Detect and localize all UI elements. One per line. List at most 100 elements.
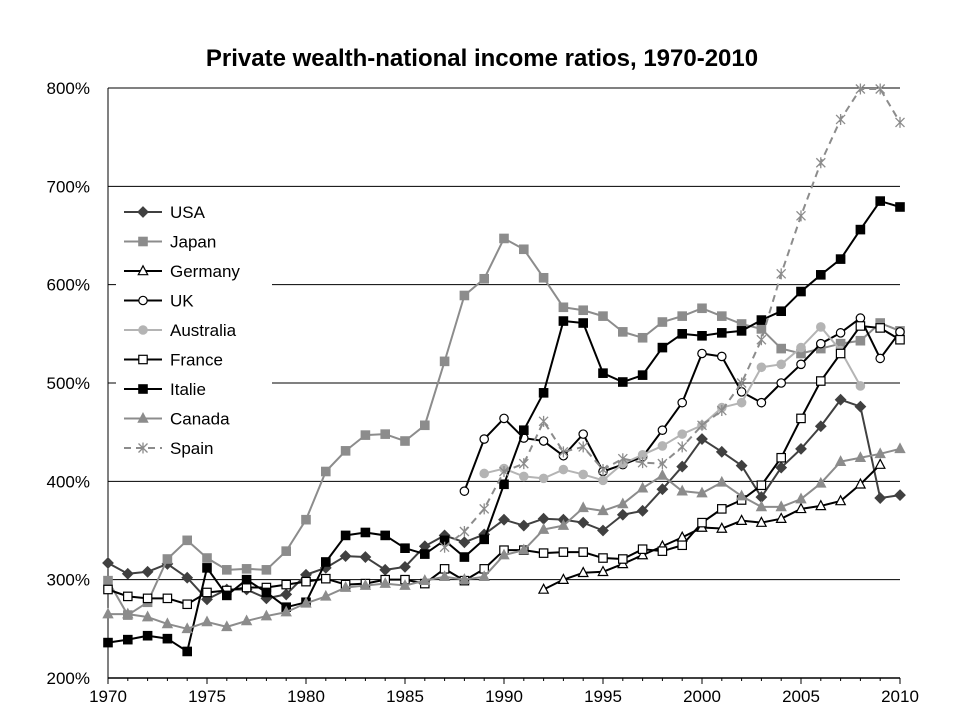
y-tick-label: 200% bbox=[47, 669, 90, 688]
legend-item-spain: Spain bbox=[124, 439, 213, 458]
data-point bbox=[855, 83, 866, 95]
data-point bbox=[182, 599, 192, 610]
legend-marker bbox=[138, 236, 148, 247]
x-tick-label: 1975 bbox=[188, 687, 226, 706]
data-point bbox=[617, 327, 628, 337]
legend-marker bbox=[137, 206, 149, 218]
data-point bbox=[420, 549, 430, 559]
data-point bbox=[875, 83, 886, 95]
data-point bbox=[359, 551, 372, 563]
data-point bbox=[697, 348, 707, 359]
data-point bbox=[875, 353, 885, 364]
data-point bbox=[637, 457, 648, 469]
data-point bbox=[677, 540, 687, 551]
data-point bbox=[835, 328, 846, 338]
series-france bbox=[103, 321, 905, 610]
legend-marker bbox=[137, 412, 149, 423]
data-point bbox=[656, 468, 669, 480]
data-point bbox=[677, 441, 688, 453]
data-point bbox=[517, 519, 530, 532]
data-point bbox=[181, 622, 193, 634]
data-point bbox=[102, 557, 114, 569]
data-point bbox=[855, 224, 866, 235]
data-point bbox=[162, 554, 173, 564]
data-point bbox=[795, 442, 807, 455]
data-point bbox=[459, 552, 470, 562]
data-point bbox=[161, 617, 174, 629]
data-point bbox=[498, 548, 510, 560]
data-point bbox=[578, 429, 588, 439]
x-tick-label: 1990 bbox=[485, 687, 523, 706]
legend-item-usa: USA bbox=[124, 203, 206, 222]
data-point bbox=[815, 499, 827, 511]
data-point bbox=[677, 429, 687, 439]
data-point bbox=[479, 434, 489, 444]
x-axis-ticks: 1970 1975 1980 1985 1990 1995 2000 2005 2010 bbox=[89, 678, 919, 706]
data-point bbox=[895, 334, 905, 345]
data-point bbox=[102, 607, 114, 619]
data-point bbox=[221, 620, 233, 632]
series-italie bbox=[103, 196, 905, 657]
data-point bbox=[636, 548, 649, 560]
data-point bbox=[201, 593, 213, 606]
data-point bbox=[855, 335, 866, 346]
data-point bbox=[598, 553, 608, 563]
data-point bbox=[716, 328, 727, 338]
data-point bbox=[241, 574, 252, 585]
data-point bbox=[518, 543, 530, 555]
legend: USA Japan Germany UK Australia France Italie Ca… bbox=[116, 196, 272, 468]
legend-label: Germany bbox=[170, 262, 240, 281]
data-point bbox=[894, 442, 906, 454]
data-point bbox=[736, 387, 747, 397]
data-point bbox=[142, 630, 153, 641]
legend-marker bbox=[138, 295, 148, 306]
data-point bbox=[814, 420, 827, 433]
data-point bbox=[616, 508, 629, 521]
data-point bbox=[537, 512, 550, 525]
legend-marker bbox=[138, 384, 148, 394]
data-point bbox=[776, 378, 786, 388]
data-point bbox=[598, 311, 608, 321]
data-point bbox=[577, 566, 589, 578]
x-tick-label: 1995 bbox=[584, 687, 622, 706]
data-point bbox=[677, 311, 687, 321]
data-point bbox=[776, 452, 786, 463]
data-point bbox=[479, 534, 489, 545]
data-point bbox=[578, 441, 589, 453]
data-point bbox=[735, 459, 748, 472]
legend-label: Canada bbox=[170, 410, 230, 429]
data-point bbox=[261, 565, 272, 575]
data-point bbox=[776, 268, 787, 280]
data-point bbox=[815, 376, 826, 386]
data-point bbox=[518, 458, 529, 470]
data-point bbox=[202, 553, 212, 563]
data-point bbox=[776, 343, 786, 354]
data-point bbox=[815, 322, 826, 332]
data-point bbox=[637, 332, 648, 343]
data-point bbox=[617, 497, 629, 509]
data-point bbox=[756, 480, 767, 491]
data-point bbox=[677, 329, 687, 339]
data-point bbox=[854, 477, 867, 489]
legend-label: USA bbox=[170, 203, 206, 222]
x-tick-label: 2005 bbox=[782, 687, 820, 706]
data-point bbox=[400, 436, 410, 446]
data-point bbox=[103, 584, 113, 595]
data-point bbox=[855, 321, 866, 331]
data-point bbox=[815, 157, 826, 169]
data-point bbox=[222, 565, 232, 575]
data-point bbox=[458, 536, 471, 549]
series-line bbox=[443, 87, 901, 548]
data-point bbox=[182, 535, 192, 546]
data-point bbox=[280, 588, 293, 601]
x-tick-label: 1985 bbox=[386, 687, 424, 706]
data-point bbox=[697, 419, 707, 431]
data-point bbox=[459, 290, 470, 301]
data-point bbox=[875, 196, 885, 206]
data-point bbox=[834, 393, 847, 406]
data-point bbox=[321, 557, 331, 567]
data-point bbox=[280, 605, 292, 617]
data-point bbox=[755, 516, 768, 527]
data-point bbox=[775, 512, 787, 524]
data-point bbox=[538, 388, 549, 398]
